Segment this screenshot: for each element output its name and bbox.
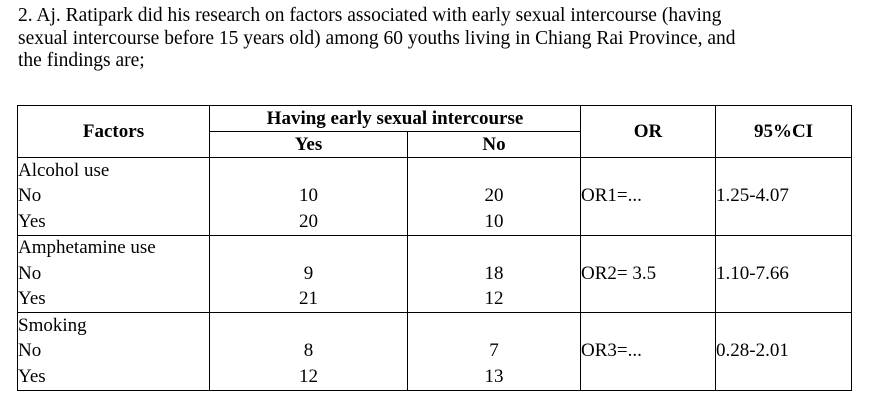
question-line-1: 2. Aj. Ratipark did his research on fact… (18, 5, 722, 26)
table-row: Alcohol use (17, 157, 852, 184)
table-row: No 9 18 OR2= 3.5 1.10-7.66 (17, 261, 852, 287)
header-early-intercourse: Having early sexual intercourse (209, 105, 581, 132)
table-row: No 8 7 OR3=... 0.28-2.01 (17, 338, 852, 364)
cell-ci (715, 286, 852, 313)
header-ci: 95%CI (715, 105, 852, 158)
cell-ci (715, 209, 852, 235)
question-line-3: the findings are; (18, 50, 145, 71)
cell-ci: 1.10-7.66 (715, 261, 852, 287)
cell-or (580, 286, 716, 313)
cell-no: 10 (407, 209, 581, 235)
question-text: 2. Aj. Ratipark did his research on fact… (18, 5, 858, 73)
cell-no: 7 (407, 338, 581, 364)
cell-no: 12 (407, 286, 581, 313)
cell-yes: 10 (209, 183, 408, 209)
cell-yes: 8 (209, 338, 408, 364)
table-row: Yes 20 10 (17, 209, 852, 235)
row-label: Yes (17, 286, 210, 313)
cell-or: OR1=... (580, 183, 716, 209)
question-line-2: sexual intercourse before 15 years old) … (18, 27, 736, 49)
cell-no: 20 (407, 183, 581, 209)
factor-category: Amphetamine use (17, 234, 210, 261)
header-or: OR (580, 105, 716, 158)
table-row: Amphetamine use (17, 234, 852, 261)
cell-or (580, 209, 716, 235)
cell-yes: 20 (209, 209, 408, 235)
cell-ci (715, 364, 852, 391)
factor-category: Alcohol use (17, 157, 210, 184)
row-label: Yes (17, 364, 210, 391)
row-label: No (17, 338, 210, 364)
header-no: No (407, 131, 581, 158)
header-factors: Factors (17, 105, 210, 158)
row-label: Yes (17, 209, 210, 235)
table-row: Yes 21 12 (17, 286, 852, 313)
cell-no: 13 (407, 364, 581, 391)
row-label: No (17, 261, 210, 287)
cell-yes: 21 (209, 286, 408, 313)
table-row: No 10 20 OR1=... 1.25-4.07 (17, 183, 852, 209)
cell-ci: 1.25-4.07 (715, 183, 852, 209)
cell-ci: 0.28-2.01 (715, 338, 852, 364)
factor-category: Smoking (17, 312, 210, 339)
header-yes: Yes (209, 131, 408, 158)
cell-yes: 9 (209, 261, 408, 287)
cell-or (580, 364, 716, 391)
cell-no: 18 (407, 261, 581, 287)
row-label: No (17, 183, 210, 209)
cell-or: OR3=... (580, 338, 716, 364)
cell-or: OR2= 3.5 (580, 261, 716, 287)
factors-table: Factors Having early sexual intercourse … (17, 105, 852, 391)
table-row: Yes 12 13 (17, 364, 852, 391)
table-row: Smoking (17, 312, 852, 339)
cell-yes: 12 (209, 364, 408, 391)
